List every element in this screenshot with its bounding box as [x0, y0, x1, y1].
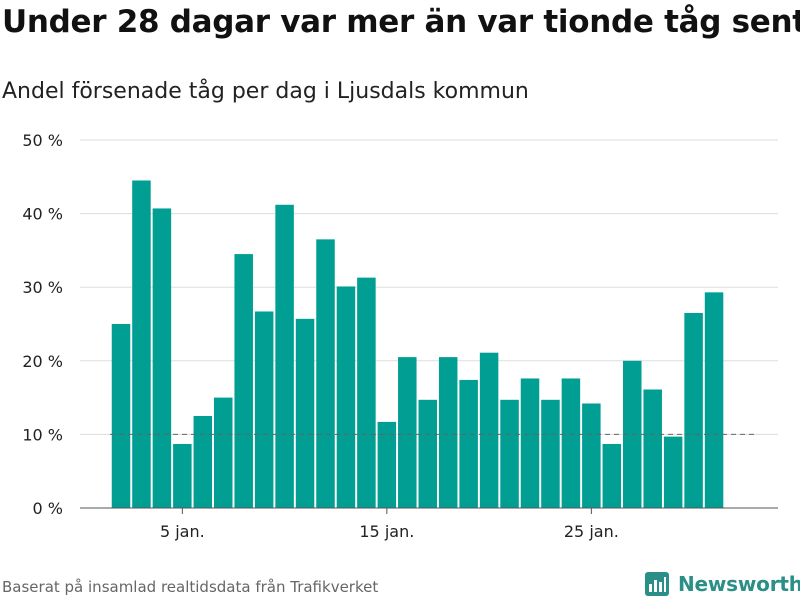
bar [377, 421, 397, 508]
bar [132, 180, 151, 509]
y-tick-label: 20 % [22, 352, 63, 371]
bars [111, 180, 724, 509]
bar [602, 443, 622, 508]
bar [459, 379, 478, 508]
bar [520, 378, 540, 508]
bar [152, 208, 172, 508]
bar [541, 399, 560, 508]
chart-title: Under 28 dagar var mer än var tionde tåg… [2, 4, 800, 40]
y-tick-label: 30 % [22, 278, 63, 297]
gridlines [80, 139, 778, 435]
bar [295, 318, 315, 508]
y-tick-label: 50 % [22, 131, 63, 150]
bar [357, 277, 376, 508]
bar [418, 399, 437, 508]
y-tick-label: 10 % [22, 425, 63, 444]
source-note: Baserat på insamlad realtidsdata från Tr… [2, 578, 379, 596]
bar [582, 403, 601, 508]
bar [316, 239, 335, 509]
bar [479, 352, 499, 508]
bar [398, 357, 417, 508]
bar [234, 254, 253, 508]
bar [643, 389, 662, 508]
y-tick-label: 0 % [33, 499, 63, 518]
bar [173, 443, 192, 508]
bar [561, 378, 581, 508]
y-axis-ticks: 0 % 10 % 20 % 30 % 40 % 50 % [22, 131, 63, 518]
bar [254, 311, 274, 508]
x-tick-label: 5 jan. [160, 522, 205, 541]
bar [704, 292, 724, 508]
x-tick-label: 25 jan. [564, 522, 619, 541]
bar [336, 286, 356, 508]
newsworthy-logo-icon [645, 572, 669, 596]
x-tick-label: 15 jan. [359, 522, 414, 541]
x-axis-ticks: 5 jan. 15 jan. 25 jan. [160, 508, 619, 541]
chart-subtitle: Andel försenade tåg per dag i Ljusdals k… [2, 79, 529, 104]
bar [438, 357, 458, 508]
bar [663, 436, 683, 508]
bar [111, 324, 131, 508]
bar [500, 399, 519, 508]
bar [275, 204, 294, 508]
newsworthy-logo[interactable]: Newsworthy [644, 569, 800, 599]
brand-name: Newsworthy [678, 572, 800, 596]
y-tick-label: 40 % [22, 205, 63, 224]
bar [214, 397, 233, 508]
bar [684, 312, 703, 508]
bar [193, 416, 213, 508]
